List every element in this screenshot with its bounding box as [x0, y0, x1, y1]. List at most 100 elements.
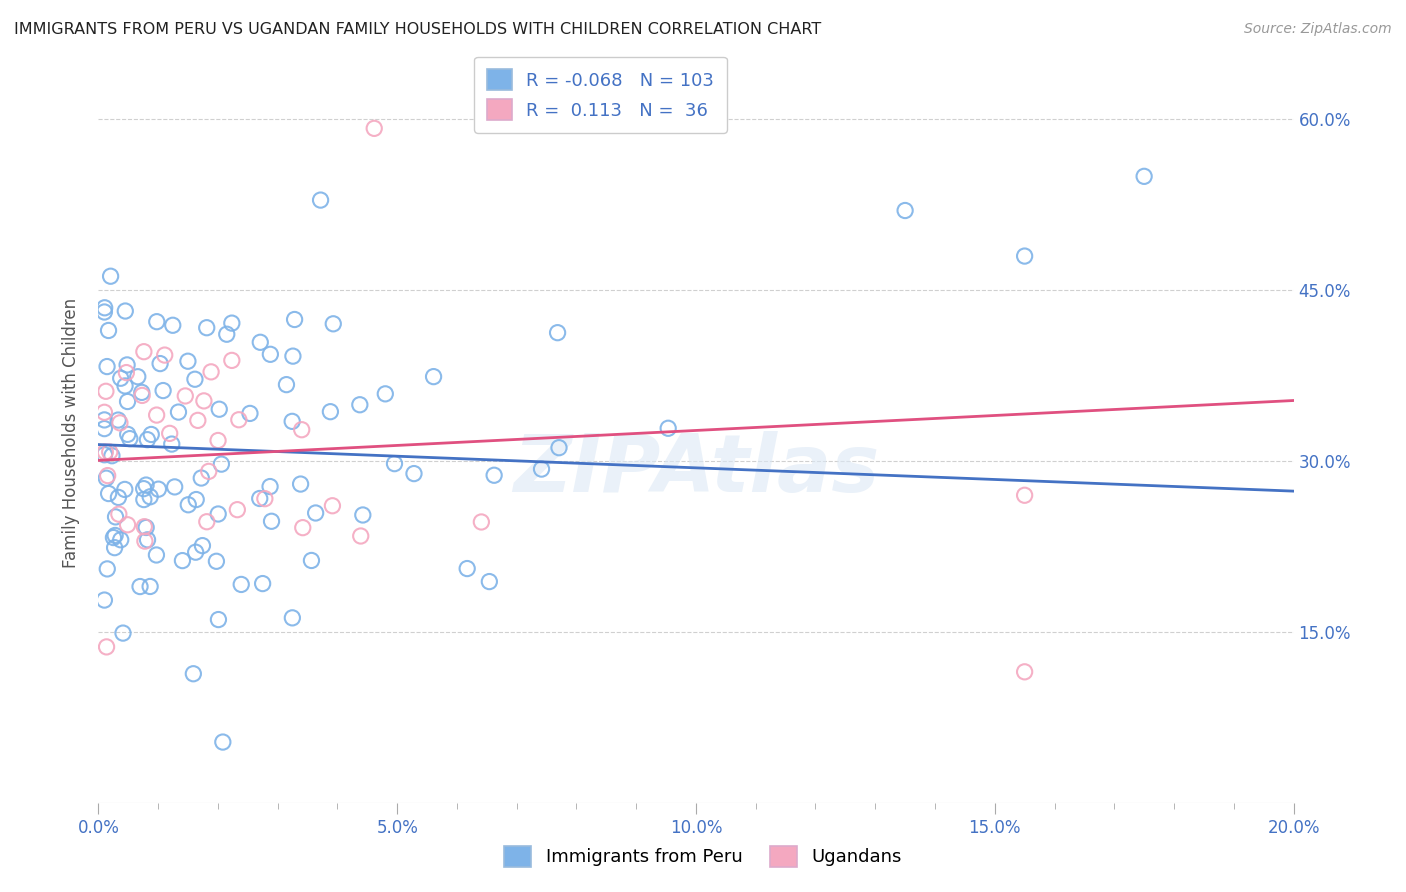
Y-axis label: Family Households with Children: Family Households with Children [62, 298, 80, 567]
Legend: R = -0.068   N = 103, R =  0.113   N =  36: R = -0.068 N = 103, R = 0.113 N = 36 [474, 57, 727, 133]
Point [96, 562, 118, 576]
Point [228, 413, 250, 427]
Point [97, 486, 120, 500]
Point [207, 613, 229, 627]
Point [402, 467, 425, 481]
Point [290, 477, 312, 491]
Point [141, 427, 163, 442]
Point [548, 441, 571, 455]
Point [108, 507, 131, 521]
Point [352, 508, 374, 522]
Point [148, 482, 170, 496]
Point [93, 405, 115, 419]
Point [215, 327, 238, 342]
Point [96, 640, 118, 654]
Text: IMMIGRANTS FROM PERU VS UGANDAN FAMILY HOUSEHOLDS WITH CHILDREN CORRELATION CHAR: IMMIGRANTS FROM PERU VS UGANDAN FAMILY H… [14, 22, 821, 37]
Point [108, 416, 131, 430]
Point [281, 611, 304, 625]
Point [94, 445, 117, 459]
Point [146, 315, 169, 329]
Point [319, 405, 342, 419]
Point [478, 574, 501, 589]
Point [153, 348, 176, 362]
Point [145, 548, 167, 562]
Point [135, 520, 157, 534]
Point [114, 304, 136, 318]
Point [291, 521, 314, 535]
Point [309, 193, 332, 207]
Point [184, 545, 207, 559]
Point [97, 323, 120, 337]
Point [321, 499, 343, 513]
Point [191, 539, 214, 553]
Point [111, 626, 134, 640]
Point [110, 371, 132, 385]
Point [209, 457, 232, 471]
Point [226, 502, 249, 516]
Point [93, 305, 115, 319]
Point [187, 413, 209, 427]
Point [97, 468, 120, 483]
Point [221, 353, 243, 368]
Point [136, 433, 159, 447]
Point [93, 448, 115, 462]
Point [98, 445, 121, 459]
Point [470, 515, 492, 529]
Point [136, 533, 159, 547]
Point [139, 579, 162, 593]
Point [93, 422, 115, 436]
Point [482, 468, 505, 483]
Point [145, 408, 167, 422]
Point [322, 317, 344, 331]
Point [259, 347, 281, 361]
Point [149, 357, 172, 371]
Point [260, 514, 283, 528]
Point [301, 553, 323, 567]
Text: Source: ZipAtlas.com: Source: ZipAtlas.com [1244, 22, 1392, 37]
Point [239, 406, 262, 420]
Point [195, 515, 218, 529]
Point [93, 301, 115, 315]
Point [93, 593, 115, 607]
Point [207, 434, 229, 448]
Point [104, 541, 127, 555]
Point [127, 369, 149, 384]
Point [384, 457, 406, 471]
Point [101, 449, 124, 463]
Point [96, 359, 118, 374]
Point [134, 519, 156, 533]
Point [363, 121, 385, 136]
Point [152, 384, 174, 398]
Point [195, 320, 218, 334]
Point [103, 531, 125, 545]
Point [249, 335, 271, 350]
Point [231, 577, 253, 591]
Point [139, 490, 162, 504]
Point [129, 580, 152, 594]
Point [190, 471, 212, 485]
Point [547, 326, 569, 340]
Point [107, 413, 129, 427]
Point [422, 369, 444, 384]
Point [131, 385, 153, 400]
Point [100, 269, 122, 284]
Point [132, 492, 155, 507]
Point [211, 735, 233, 749]
Point [276, 377, 298, 392]
Point [104, 509, 127, 524]
Point [281, 349, 304, 363]
Point [132, 482, 155, 496]
Point [1014, 488, 1036, 502]
Point [530, 462, 553, 476]
Point [291, 423, 314, 437]
Point [207, 507, 229, 521]
Point [221, 316, 243, 330]
Point [162, 318, 184, 333]
Point [177, 498, 200, 512]
Point [186, 492, 208, 507]
Point [117, 427, 139, 442]
Point [183, 666, 205, 681]
Point [134, 534, 156, 549]
Point [177, 354, 200, 368]
Point [115, 366, 138, 380]
